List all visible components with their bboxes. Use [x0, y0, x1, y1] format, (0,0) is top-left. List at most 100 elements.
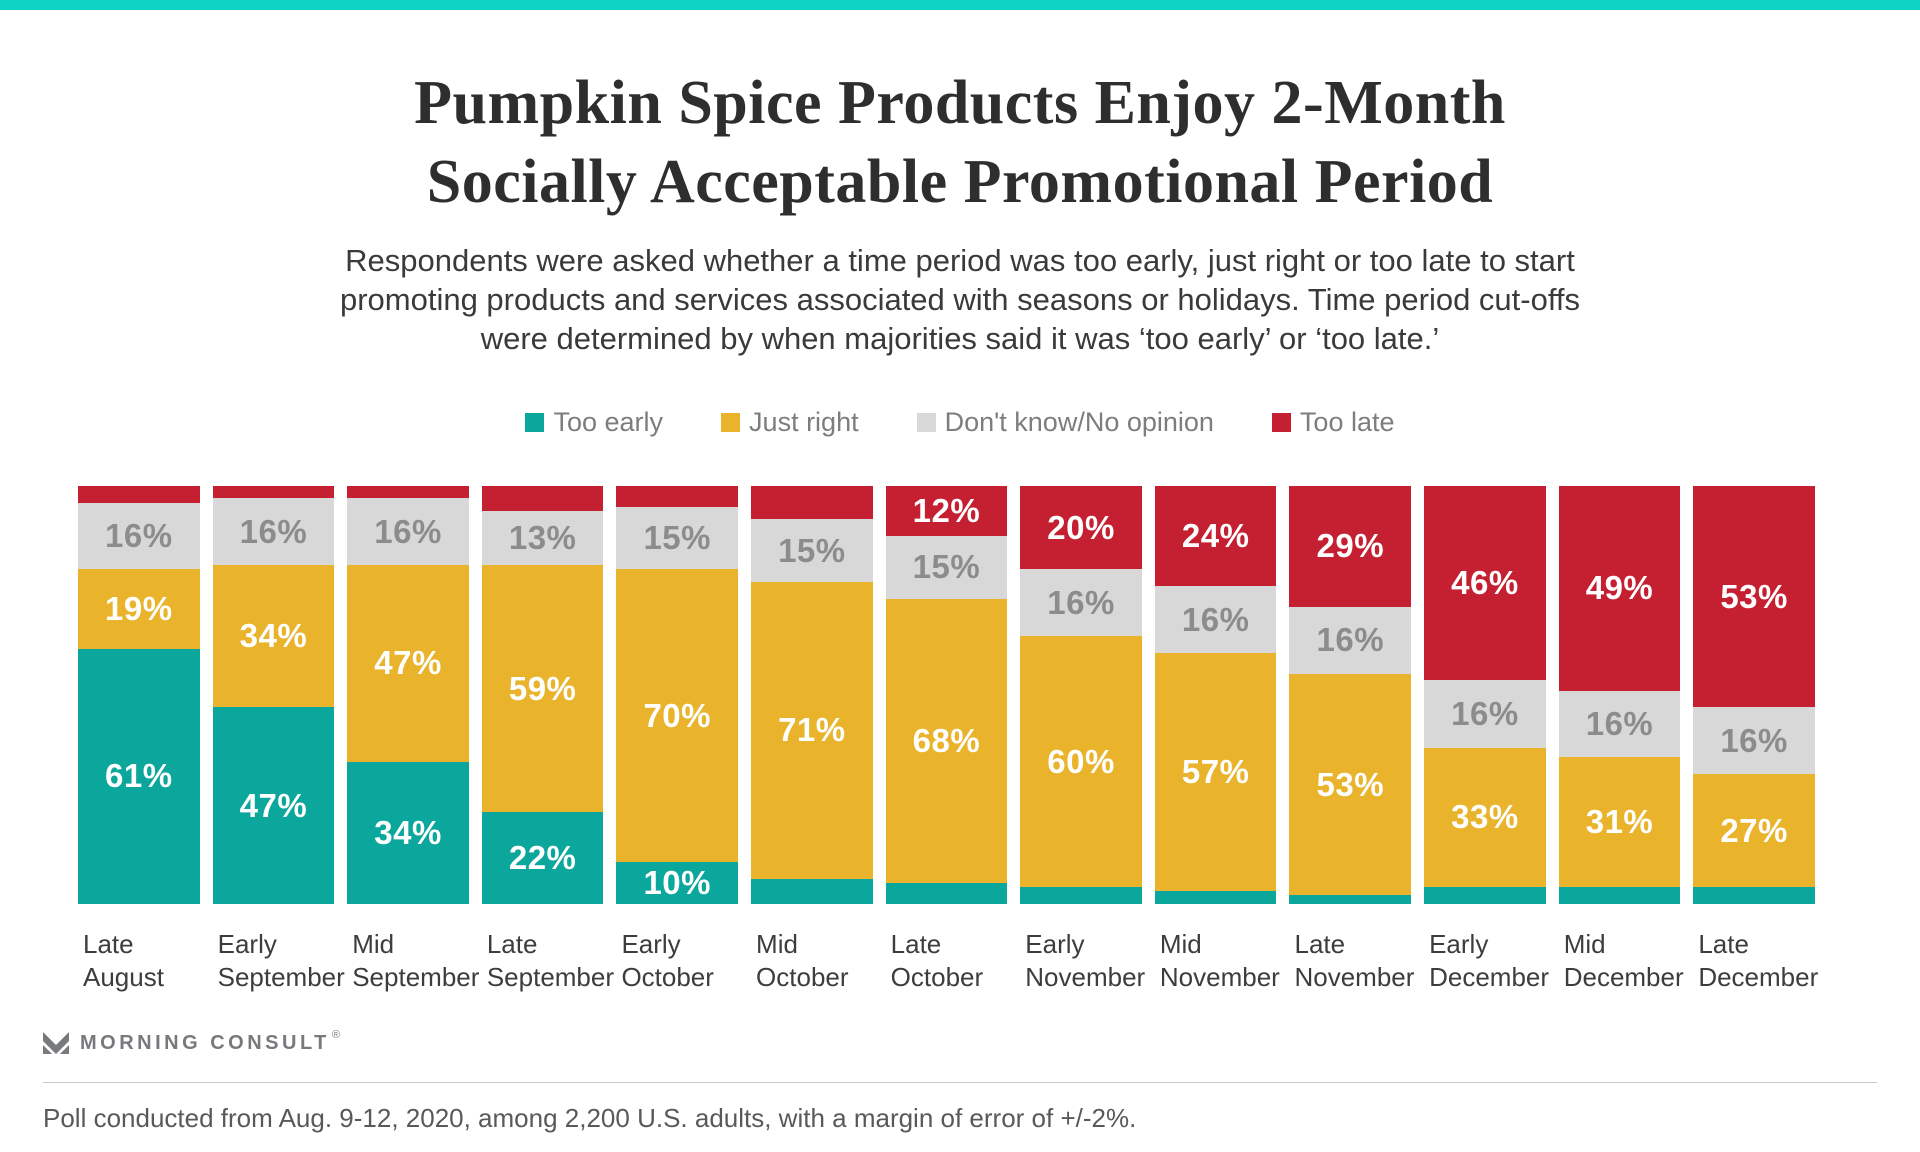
- segment-too-early-early-november: [1020, 887, 1142, 904]
- segment-value-label: 16%: [1720, 721, 1788, 759]
- bar-late-november: 29% 16% 53%: [1289, 485, 1412, 904]
- x-axis-label-mid-november: Mid November: [1155, 928, 1280, 995]
- x-axis-label-month: November: [1025, 962, 1146, 993]
- segment-too-late-mid-october: [751, 485, 873, 520]
- chart-subtitle-line3: were determined by when majorities said …: [480, 321, 1440, 357]
- legend-label: Too early: [553, 406, 664, 437]
- segment-value-label: 29%: [1316, 527, 1385, 565]
- bar-late-august: 16% 19% 61%: [78, 485, 200, 904]
- x-axis-label-late-november: Late November: [1289, 928, 1415, 995]
- segment-too-late-late-august: [78, 485, 200, 503]
- segment-value-label: 15%: [912, 548, 981, 586]
- segment-value-label: 15%: [643, 519, 712, 557]
- segment-too-late-mid-december: 49%: [1558, 485, 1681, 691]
- segment-too-early-early-december: [1424, 886, 1546, 904]
- chart-title-line2: Socially Acceptable Promotional Period: [426, 148, 1494, 217]
- segment-too-early-mid-december: [1558, 887, 1681, 904]
- x-axis-label-mid-october: Mid October: [751, 928, 873, 995]
- segment-too-early-late-september: 22%: [481, 811, 604, 904]
- x-axis-label-period: Early: [621, 928, 681, 959]
- bar-mid-october: 15% 71%: [751, 485, 873, 904]
- segment-too-late-late-september: [481, 485, 604, 511]
- segment-value-label: 61%: [105, 757, 173, 795]
- segment-just-right-early-december: 33%: [1424, 747, 1546, 887]
- segment-too-late-late-october: 12%: [885, 485, 1008, 536]
- x-axis-label-period: Late: [890, 928, 942, 959]
- segment-just-right-early-september: 34%: [212, 565, 335, 708]
- segment-too-late-early-october: [616, 485, 739, 507]
- x-axis-label-period: Mid: [352, 928, 395, 959]
- segment-don-t-know-no-opinion-mid-november: 16%: [1154, 586, 1277, 653]
- x-axis-label-early-november: Early November: [1020, 928, 1146, 995]
- segment-value-label: 16%: [1047, 583, 1115, 621]
- segment-value-label: 33%: [1451, 798, 1519, 836]
- x-axis-label-late-december: Late December: [1693, 928, 1818, 995]
- segment-value-label: 16%: [1181, 600, 1250, 638]
- x-axis-label-month: October: [890, 962, 984, 993]
- segment-too-early-mid-september: 34%: [347, 761, 469, 904]
- segment-value-label: 53%: [1720, 577, 1788, 615]
- x-axis-label-month: September: [217, 962, 345, 993]
- segment-too-late-early-december: 46%: [1424, 485, 1546, 681]
- x-axis-label-period: Mid: [1159, 928, 1202, 959]
- bar-early-october: 15% 70% 10%: [616, 485, 739, 904]
- segment-value-label: 16%: [1451, 694, 1519, 732]
- segment-value-label: 20%: [1047, 508, 1115, 546]
- segment-just-right-late-august: 19%: [78, 569, 200, 649]
- x-axis-label-period: Mid: [756, 928, 798, 959]
- segment-don-t-know-no-opinion-early-november: 16%: [1020, 569, 1142, 637]
- bar-late-october: 12% 15% 68%: [885, 485, 1008, 904]
- x-axis-label-month: September: [486, 962, 615, 993]
- segment-don-t-know-no-opinion-mid-october: 15%: [751, 519, 873, 582]
- x-axis-label-month: November: [1294, 962, 1415, 993]
- x-axis-label-month: December: [1563, 962, 1684, 993]
- segment-value-label: 57%: [1181, 753, 1250, 791]
- morning-consult-logo-icon: [43, 1032, 69, 1055]
- segment-just-right-late-september: 59%: [481, 565, 604, 812]
- segment-value-label: 16%: [1316, 621, 1385, 659]
- x-axis-label-period: Mid: [1563, 928, 1606, 959]
- segment-value-label: 31%: [1585, 803, 1654, 841]
- segment-don-t-know-no-opinion-mid-september: 16%: [347, 498, 469, 566]
- segment-just-right-mid-november: 57%: [1154, 652, 1277, 892]
- x-axis-label-late-august: Late August: [78, 928, 200, 995]
- segment-just-right-early-october: 70%: [616, 569, 739, 862]
- legend-swatch-too-early: [525, 412, 545, 432]
- segment-too-late-mid-november: 24%: [1154, 485, 1277, 587]
- x-axis-label-month: August: [83, 962, 164, 993]
- legend-swatch-don-t-know-no-opinion: [916, 412, 936, 432]
- legend: Too early Just right Don't know/No opinion…: [0, 407, 1920, 438]
- segment-just-right-early-november: 60%: [1020, 636, 1142, 888]
- bar-early-december: 46% 16% 33%: [1424, 485, 1546, 904]
- segment-value-label: 53%: [1316, 765, 1385, 803]
- bar-mid-november: 24% 16% 57%: [1154, 485, 1277, 904]
- x-axis-label-period: Early: [1025, 928, 1085, 959]
- bar-early-november: 20% 16% 60%: [1020, 485, 1142, 904]
- segment-don-t-know-no-opinion-late-october: 15%: [885, 535, 1008, 599]
- segment-just-right-mid-december: 31%: [1558, 757, 1681, 888]
- footnote: Poll conducted from Aug. 9-12, 2020, amo…: [43, 1103, 1137, 1134]
- x-axis-label-period: Late: [486, 928, 538, 959]
- x-axis-label-early-october: Early October: [616, 928, 738, 995]
- bar-early-september: 16% 34% 47%: [212, 485, 335, 904]
- segment-too-early-late-august: 61%: [78, 648, 200, 904]
- x-axis-label-period: Late: [1294, 928, 1346, 959]
- segment-too-late-late-november: 29%: [1289, 485, 1412, 608]
- segment-don-t-know-no-opinion-late-september: 13%: [481, 510, 604, 566]
- segment-don-t-know-no-opinion-late-august: 16%: [78, 502, 200, 570]
- segment-too-early-early-september: 47%: [212, 707, 335, 904]
- x-axis-label-early-september: Early September: [213, 928, 345, 995]
- x-axis-label-late-september: Late September: [482, 928, 615, 995]
- segment-don-t-know-no-opinion-early-september: 16%: [212, 498, 335, 566]
- segment-just-right-mid-october: 71%: [751, 581, 873, 879]
- x-axis-label-month: October: [621, 962, 714, 993]
- stacked-bar-chart: 16% 19% 61% 16% 34% 47% 16% 47% 34% 13% 59% 22% 15% 7…: [0, 485, 1920, 995]
- segment-don-t-know-no-opinion-late-november: 16%: [1289, 607, 1412, 674]
- segment-value-label: 10%: [643, 863, 712, 901]
- divider: [43, 1082, 1877, 1084]
- chart-subtitle-line2: promoting products and services associat…: [339, 282, 1581, 318]
- segment-too-late-early-november: 20%: [1020, 485, 1142, 570]
- segment-value-label: 12%: [912, 491, 981, 529]
- segment-too-early-early-october: 10%: [616, 861, 739, 904]
- bar-late-september: 13% 59% 22%: [481, 485, 604, 904]
